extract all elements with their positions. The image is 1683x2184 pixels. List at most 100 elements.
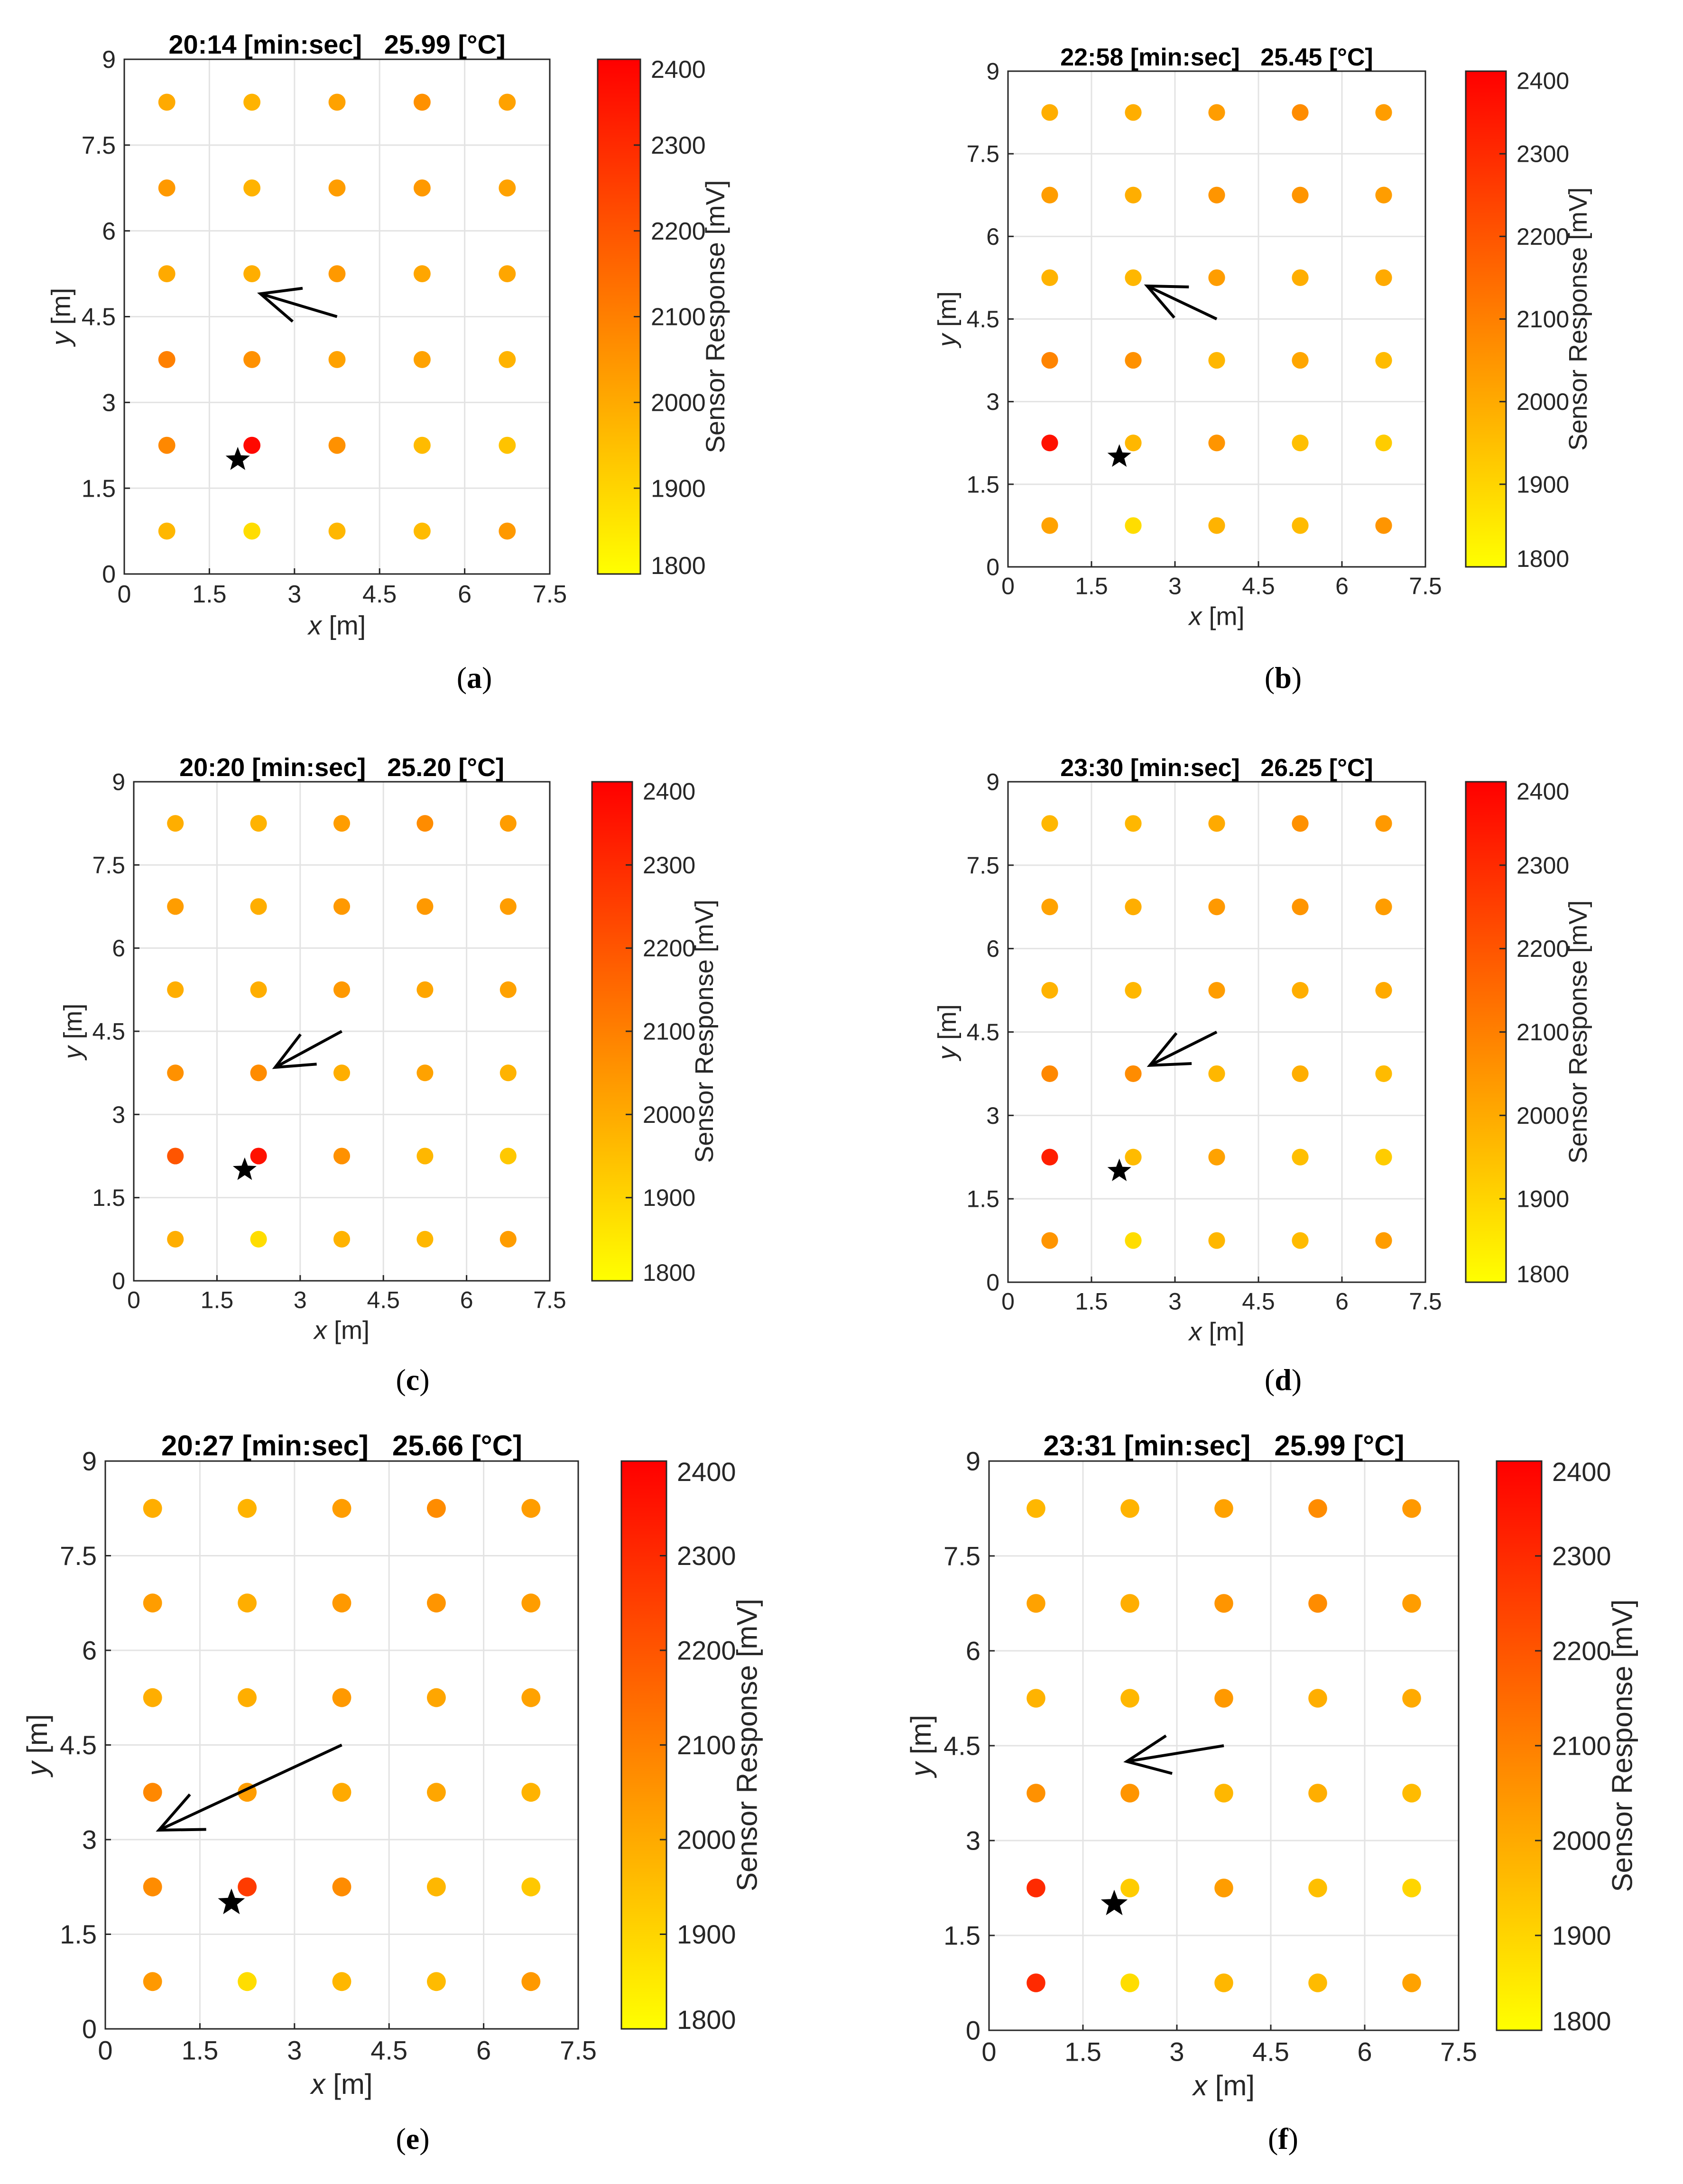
x-axis-label: x [m]	[1192, 2070, 1255, 2101]
y-axis-var: y	[21, 1760, 53, 1778]
sensor-point	[243, 265, 261, 283]
panel-f: 0 1.5 3 4.5 6 7.501.534.567.59x [m]y [m]23:31…	[905, 1430, 1638, 2156]
wind-arrow-head	[1147, 1032, 1192, 1067]
x-axis-label: x [m]	[313, 1316, 370, 1345]
y-tick-label: 1.5	[966, 1186, 999, 1212]
caption-open: (	[1268, 2122, 1278, 2156]
x-axis-var: x	[1192, 2070, 1208, 2101]
colorbar-tick-label: 2400	[1552, 1457, 1611, 1487]
sensor-point	[1214, 1784, 1233, 1803]
colorbar-tick-label: 2400	[1517, 778, 1569, 805]
colorbar-tick-label: 2300	[1517, 141, 1569, 167]
colorbar-tick-label: 1800	[643, 1259, 695, 1286]
sensor-point	[1308, 1973, 1327, 1992]
sensor-point	[1125, 352, 1142, 369]
sensor-point	[243, 351, 261, 368]
sensor-point	[243, 179, 261, 197]
sensor-point	[1041, 981, 1058, 999]
colorbar-tick-label: 2200	[643, 935, 695, 962]
sensor-point	[1308, 1594, 1327, 1613]
sensor-point	[1041, 1148, 1058, 1166]
sensor-point	[332, 1593, 351, 1613]
colorbar-gradient	[597, 58, 641, 575]
y-axis-label: y [m]	[21, 1714, 53, 1778]
y-tick-label: 7.5	[82, 132, 116, 159]
grid	[1008, 782, 1425, 1282]
x-tick-label: 7.5	[1409, 573, 1442, 600]
x-tick-label: 7.5	[1440, 2036, 1477, 2066]
y-tick-label: 0	[986, 554, 999, 581]
sensor-point	[1041, 435, 1058, 452]
x-axis-unit: [m]	[322, 610, 366, 640]
y-axis-var: y	[933, 333, 962, 349]
sensor-point	[499, 1231, 517, 1248]
sensor-point	[158, 522, 176, 540]
colorbar-tick-label: 2000	[677, 1825, 736, 1855]
sensor-point	[333, 815, 351, 832]
y-tick-label: 4.5	[60, 1730, 97, 1760]
colorbar-gradient	[1465, 70, 1507, 568]
sensor-point	[416, 898, 434, 915]
y-axis-label: y [m]	[933, 291, 962, 349]
colorbar-tick-label: 1800	[1517, 1261, 1569, 1287]
sensor-point	[413, 265, 431, 283]
sensor-point	[1375, 1232, 1392, 1249]
x-tick-label: 6	[476, 2035, 491, 2065]
wind-arrow-shaft	[1126, 1744, 1224, 1763]
sensor-point	[333, 1064, 351, 1082]
colorbar: 1800 1900 2000 2100 2200 2300 2400 Sensor Respo…	[1465, 778, 1592, 1287]
colorbar-tick-label: 2100	[651, 304, 706, 331]
colorbar-tick-label: 1800	[1552, 2006, 1611, 2036]
sensor-point	[416, 815, 434, 832]
y-axis-label: y [m]	[933, 1004, 962, 1062]
y-tick-label: 6	[82, 1636, 97, 1666]
y-tick-label: 7.5	[966, 141, 999, 167]
wind-arrow-shaft	[274, 1030, 342, 1069]
colorbar-tick-label: 1900	[1517, 471, 1569, 498]
sensor-point	[1041, 186, 1058, 204]
sensor-point	[1375, 981, 1392, 999]
sensor-point	[1292, 898, 1309, 916]
sensor-point	[1214, 1594, 1233, 1613]
sensor-point	[1375, 1065, 1392, 1083]
sensor-point	[333, 898, 351, 915]
colorbar-tick-label: 1800	[1517, 546, 1569, 572]
x-tick-label: 1.5	[1075, 573, 1108, 600]
wind-arrow-head	[272, 1033, 317, 1069]
sensor-point	[1041, 104, 1058, 121]
x-axis-unit: [m]	[1207, 2070, 1255, 2101]
sensor-point	[1402, 1784, 1421, 1803]
caption-letter: a	[467, 661, 482, 694]
x-tick-label: 3	[1169, 2036, 1184, 2066]
y-tick-label: 3	[986, 1102, 999, 1129]
sensor-point	[1308, 1499, 1327, 1518]
panel-caption: (b)	[1265, 661, 1302, 694]
x-tick-label: 6	[1357, 2036, 1372, 2066]
colorbar-gradient	[1465, 781, 1507, 1283]
y-axis-unit: [m]	[933, 291, 962, 334]
sensor-point	[1208, 186, 1225, 204]
sensor-point	[1208, 1148, 1225, 1166]
sensor-point	[332, 1972, 351, 1991]
sensor-point	[1125, 269, 1142, 287]
x-axis-label: x [m]	[310, 2068, 373, 2100]
y-tick-label: 9	[112, 769, 125, 796]
x-tick-label: 4.5	[1242, 1288, 1275, 1315]
y-tick-label: 3	[112, 1101, 125, 1128]
sensor-point	[1402, 1499, 1421, 1518]
sensor-point	[250, 1231, 267, 1248]
grid	[124, 59, 550, 574]
y-axis-var: y	[905, 1760, 937, 1778]
panel-caption: (a)	[457, 661, 492, 694]
caption-close: )	[1292, 661, 1302, 694]
colorbar-tick-label: 2400	[643, 778, 695, 805]
y-tick-label: 9	[966, 1446, 980, 1476]
caption-open: (	[396, 2122, 406, 2156]
caption-letter: d	[1275, 1363, 1292, 1397]
sensor-point	[328, 265, 346, 283]
sensor-point	[1292, 1232, 1309, 1249]
colorbar-tick-label: 2300	[1517, 852, 1569, 879]
caption-open: (	[1265, 661, 1275, 694]
colorbar-tick-label: 1900	[651, 475, 706, 502]
caption-close: )	[1288, 2122, 1298, 2156]
